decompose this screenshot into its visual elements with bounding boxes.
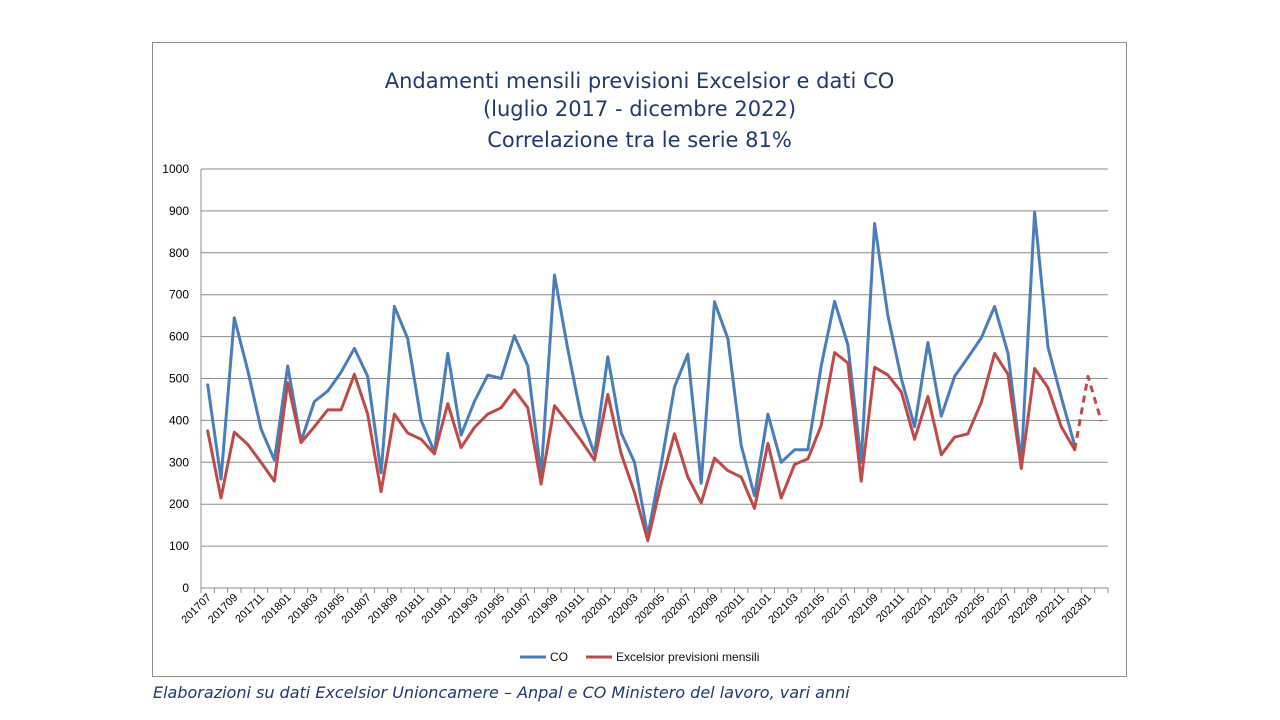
y-tick-label: 800 [169,246,189,260]
x-tick-label: 201709 [206,592,240,626]
chart-frame [152,42,1127,677]
x-tick-label: 201909 [526,592,560,626]
series-line-co [206,210,1077,538]
y-tick-label: 500 [169,372,189,386]
series-line-excelsior [206,351,1077,543]
legend-label-co: CO [550,650,568,664]
y-tick-label: 900 [169,204,189,218]
series-line-excelsior-forecast [1073,374,1103,450]
y-tick-label: 700 [169,288,189,302]
y-tick-label: 400 [169,413,189,427]
y-tick-label: 300 [169,455,189,469]
x-tick-label: 202009 [686,592,720,626]
y-tick-label: 600 [169,330,189,344]
x-tick-label: 202301 [1060,592,1094,626]
chart-title-line-3: Correlazione tra le serie 81% [487,128,792,152]
x-tick-label: 202109 [846,592,880,626]
chart-title-line-1: Andamenti mensili previsioni Excelsior e… [384,69,895,93]
y-tick-label: 0 [182,581,189,595]
y-tick-label: 100 [169,539,189,553]
legend-label-excelsior: Excelsior previsioni mensili [616,650,759,664]
y-tick-label: 200 [169,497,189,511]
x-tick-label: 201809 [366,592,400,626]
y-tick-label: 1000 [162,162,189,176]
source-note: Elaborazioni su dati Excelsior Unioncame… [153,683,850,702]
chart-title-line-2: (luglio 2017 - dicembre 2022) [482,97,797,121]
x-tick-label: 202209 [1006,592,1040,626]
